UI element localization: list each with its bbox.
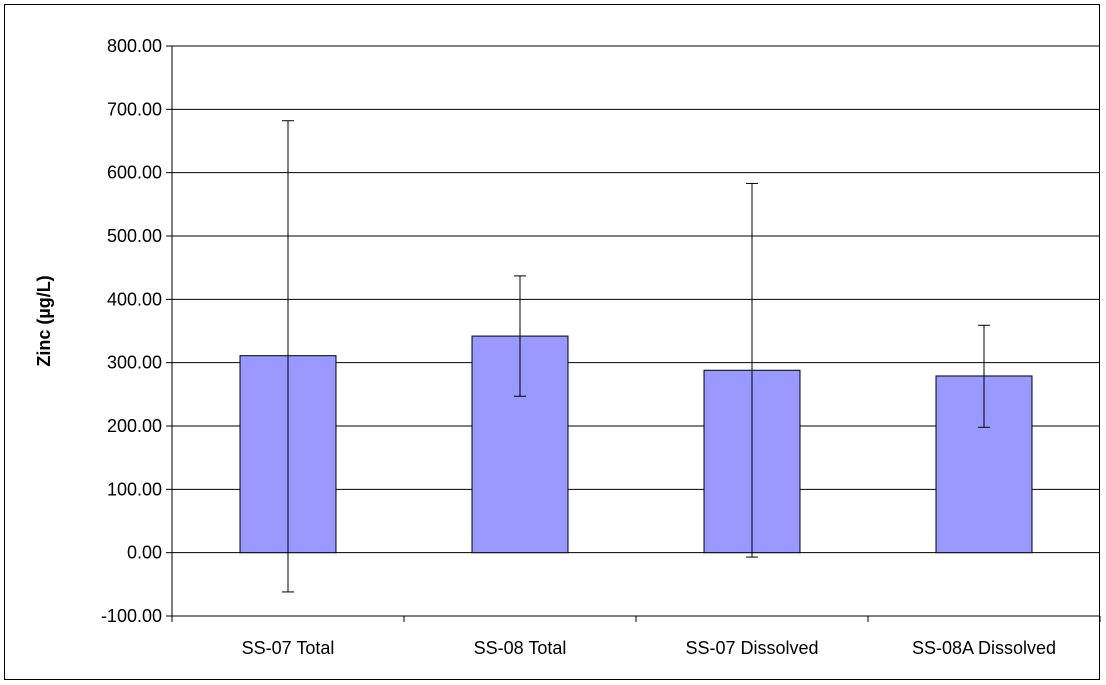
y-axis-title: Zinc (µg/L) <box>34 275 54 366</box>
y-tick-label: 600.00 <box>107 163 162 183</box>
y-tick-label: 800.00 <box>107 36 162 56</box>
error-bars <box>282 120 990 593</box>
bars <box>239 335 1033 554</box>
y-tick-label: 500.00 <box>107 226 162 246</box>
chart-frame: -100.00 0.00 100.00 200.00 300.00 400.00 500.0… <box>4 4 1101 680</box>
y-tick-label: 700.00 <box>107 99 162 119</box>
y-tick-label: 300.00 <box>107 353 162 373</box>
zinc-bar-chart: -100.00 0.00 100.00 200.00 300.00 400.00 500.0… <box>34 36 1101 658</box>
y-tick-label: 100.00 <box>107 479 162 499</box>
axes <box>166 45 1101 622</box>
y-tick-label: 0.00 <box>127 543 162 563</box>
x-tick-label: SS-07 Total <box>242 638 335 658</box>
y-tick-label: 400.00 <box>107 289 162 309</box>
y-tick-label: 200.00 <box>107 416 162 436</box>
y-tick-labels: -100.00 0.00 100.00 200.00 300.00 400.00 500.0… <box>101 36 162 626</box>
x-tick-label: SS-08A Dissolved <box>912 638 1056 658</box>
x-tick-labels: SS-07 Total SS-08 Total SS-07 Dissolved SS-… <box>242 638 1056 658</box>
x-tick-label: SS-08 Total <box>474 638 567 658</box>
x-tick-label: SS-07 Dissolved <box>685 638 818 658</box>
y-tick-label: -100.00 <box>101 606 162 626</box>
